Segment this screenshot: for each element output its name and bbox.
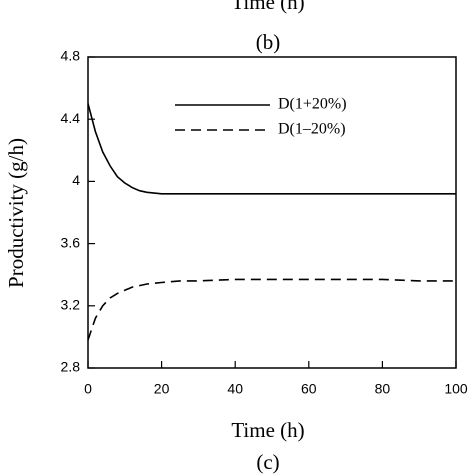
plot-frame [87,56,457,369]
x-tick-label: 100 [444,381,468,397]
y-tick-label: 2.8 [61,359,81,375]
x-tick-label: 40 [227,381,243,397]
legend-label: D(1–20%) [278,121,346,138]
x-tick-label: 80 [375,381,391,397]
series-line [87,103,456,195]
y-tick-label: 3.6 [61,234,81,250]
annotation: Time (h) [231,0,304,14]
y-axis-label: Productivity (g/h) [4,138,28,288]
chart-title: (b) [256,30,281,54]
y-tick-label: 4.4 [61,110,81,126]
x-tick-label: 60 [301,381,317,397]
legend-label: D(1+20%) [278,96,347,113]
x-axis-label: Time (h) [231,418,304,442]
annotation: (c) [256,450,279,474]
y-tick-label: 4.8 [61,48,81,64]
y-tick-label: 3.2 [61,297,81,313]
x-tick-label: 20 [154,381,170,397]
y-tick-label: 4 [72,172,80,188]
x-tick-label: 0 [84,381,92,397]
series-line [87,278,456,341]
